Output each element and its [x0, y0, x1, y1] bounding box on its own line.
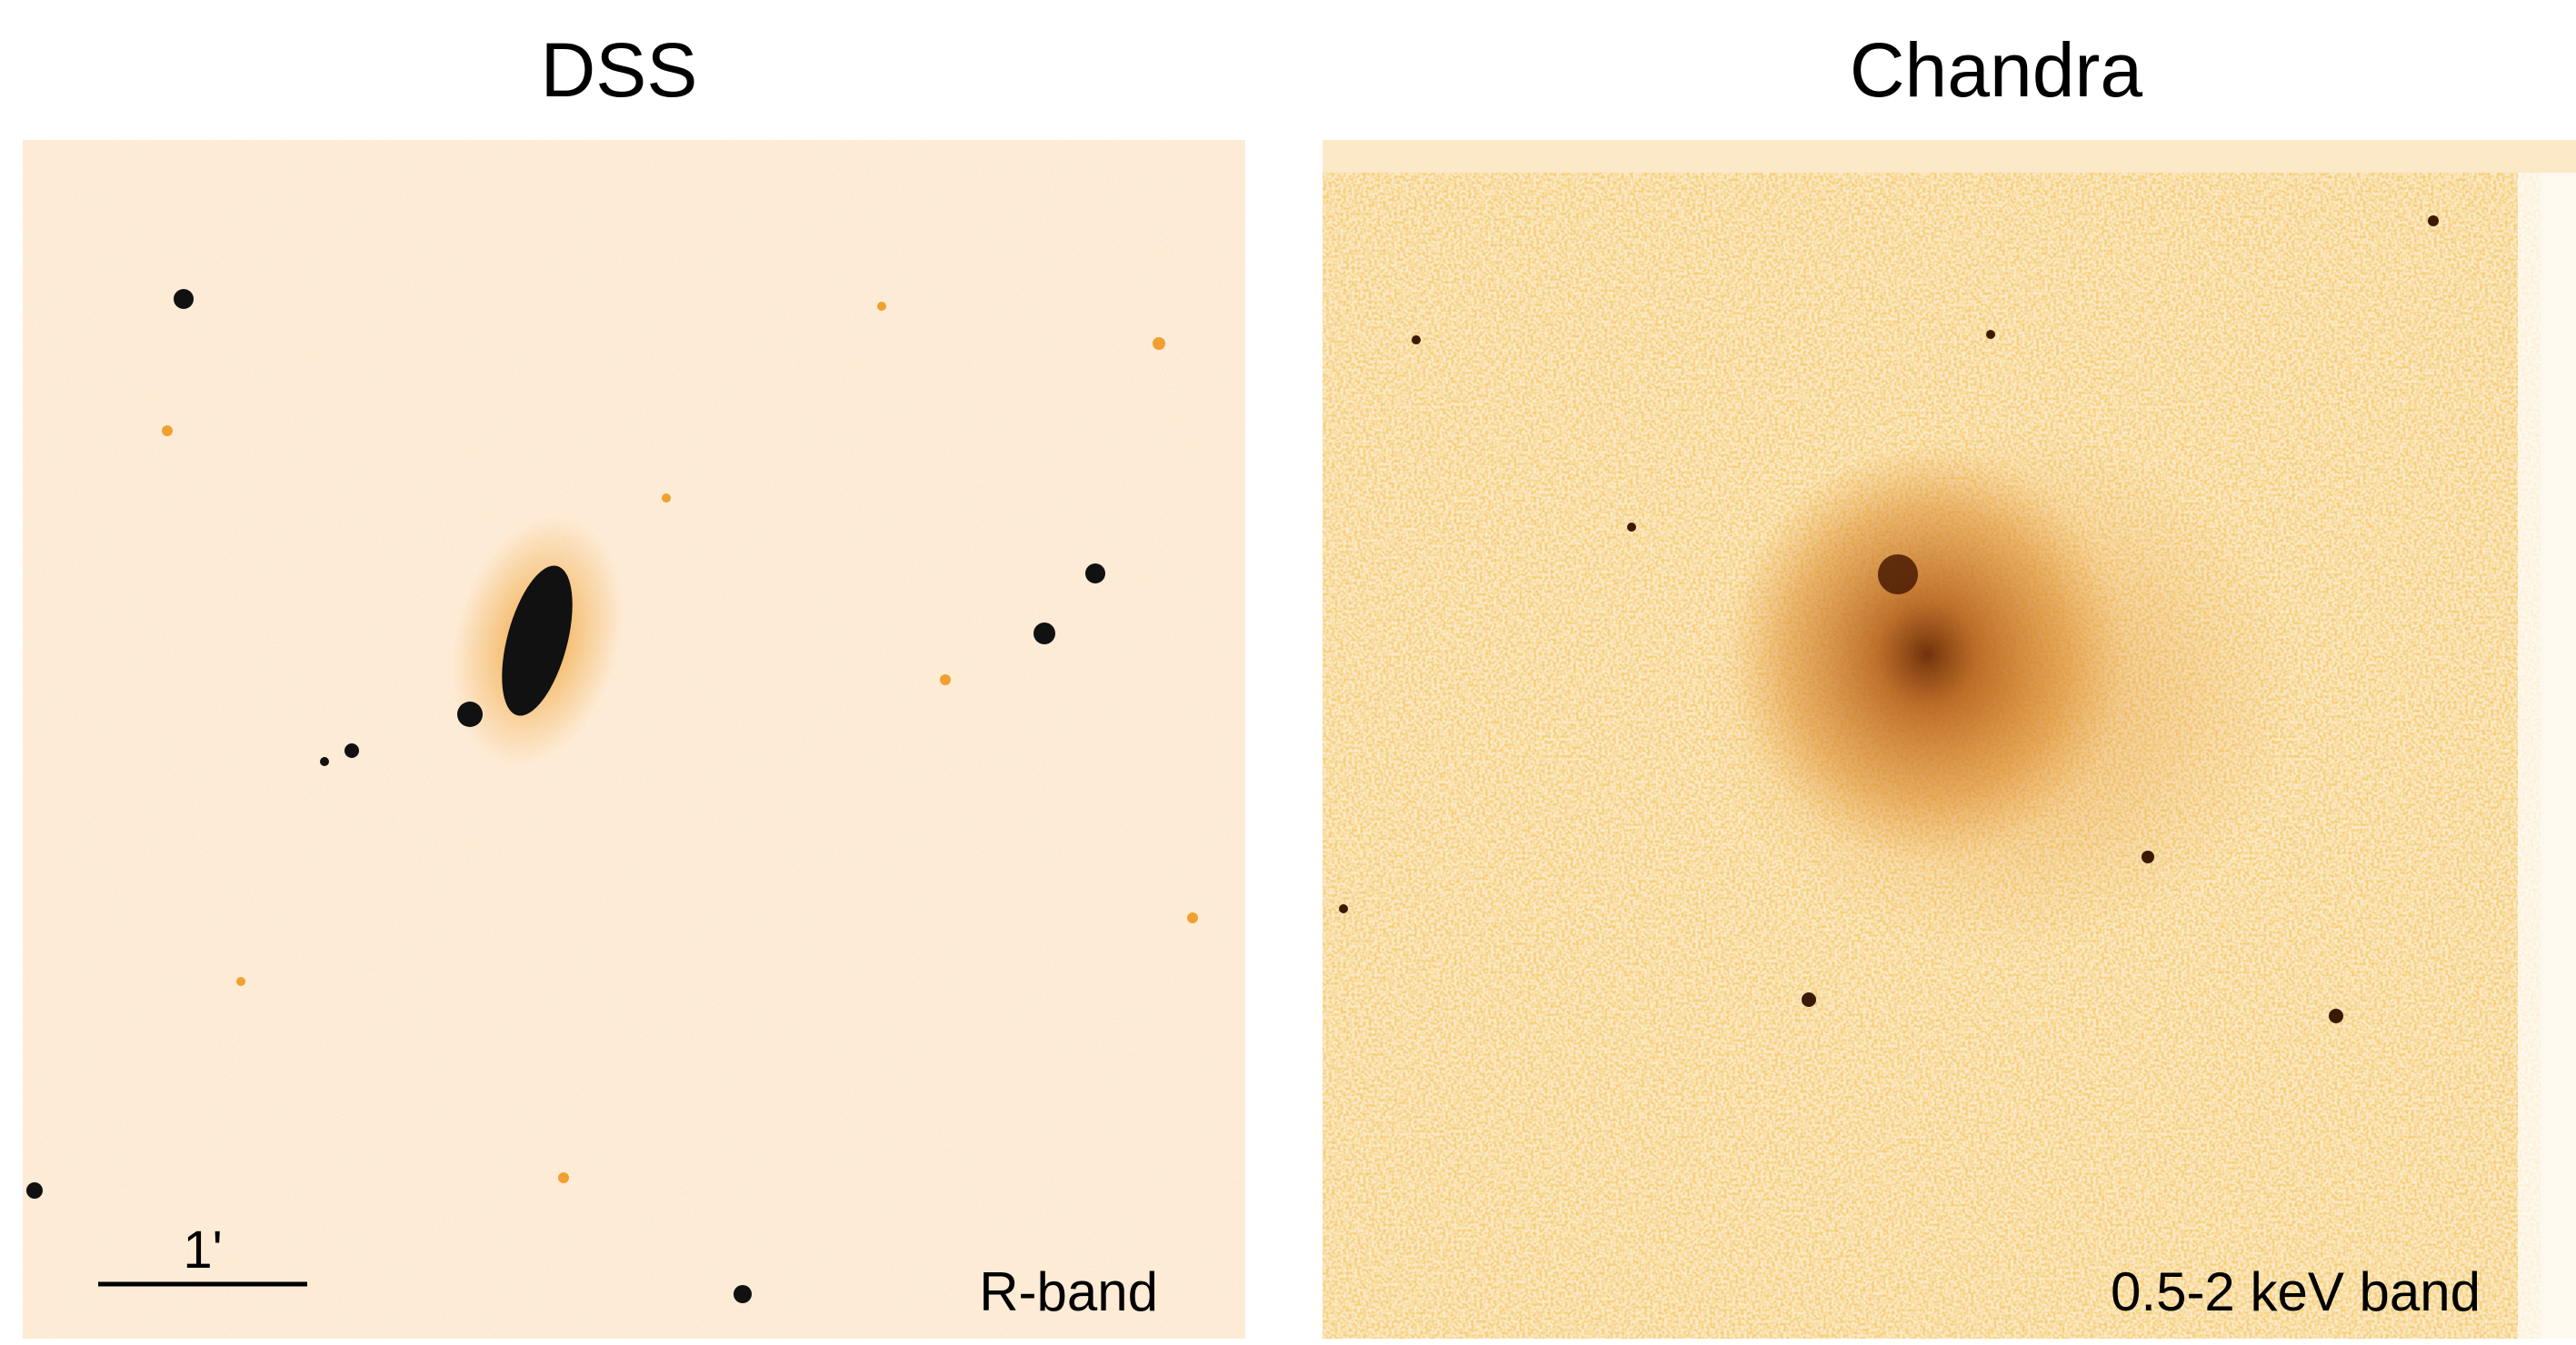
band-label: R-band	[979, 1261, 1158, 1322]
figure: DSS Chandra 1' R-band	[0, 0, 2576, 1340]
page: DSS Chandra 1' R-band	[0, 0, 2576, 1340]
panel-title: Chandra	[1850, 27, 2143, 113]
panel-title: DSS	[541, 27, 698, 113]
dss-image: 1' R-band	[23, 140, 1245, 1339]
scale-label: 1'	[183, 1220, 222, 1280]
chandra-image: 0.5-2 keV band	[1323, 140, 2576, 1339]
band-label: 0.5-2 keV band	[2111, 1261, 2481, 1322]
